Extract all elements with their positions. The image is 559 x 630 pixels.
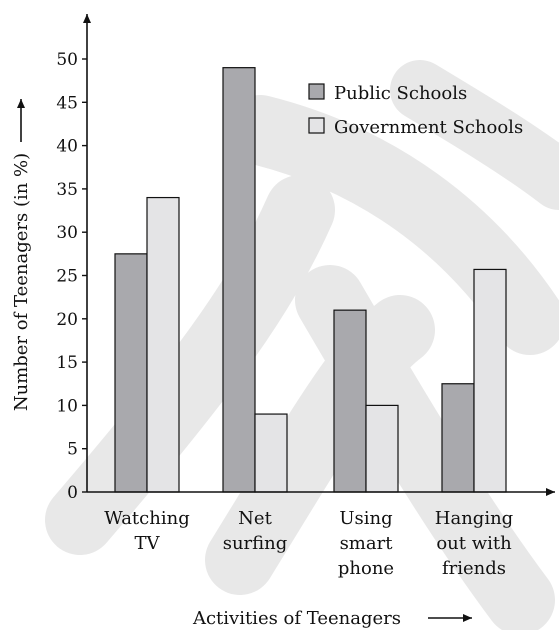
x-category-label-line: Net — [238, 508, 272, 529]
watermark-stroke-5 — [390, 60, 559, 210]
bar-government-0 — [146, 196, 180, 493]
x-category-label-line: phone — [338, 558, 394, 579]
bar-public-3 — [441, 383, 475, 493]
y-tick-label: 30 — [56, 223, 78, 243]
bar-government-3 — [473, 268, 507, 493]
x-category-label-line: TV — [134, 533, 160, 554]
bar-public-1 — [222, 67, 256, 493]
bar-government-2 — [365, 404, 399, 493]
bars-group — [114, 67, 507, 493]
x-category-label: Hanging out with friends — [435, 508, 513, 579]
bar-public-0 — [114, 253, 148, 493]
legend: Public Schools Government Schools — [308, 83, 523, 138]
x-category-label: Net surfing — [223, 508, 288, 554]
y-tick-label: 45 — [56, 93, 78, 113]
y-tick-label: 15 — [56, 353, 78, 373]
y-ticks-group: 0 5 10 15 20 25 30 35 40 45 50 — [56, 50, 87, 503]
legend-label-public: Public Schools — [334, 83, 467, 104]
x-category-label-line: Hanging — [435, 508, 513, 529]
x-category-label-line: Watching — [104, 508, 189, 529]
y-tick-label: 10 — [56, 396, 78, 416]
x-category-label: Using smart phone — [338, 508, 394, 579]
y-axis-title-group: Number of Teenagers (in %) — [11, 99, 32, 411]
x-category-label-line: smart — [340, 533, 394, 554]
legend-swatch-government — [308, 117, 325, 134]
y-tick-label: 40 — [56, 137, 78, 157]
x-category-label: Watching TV — [104, 508, 189, 554]
y-tick-label: 0 — [67, 483, 78, 503]
y-tick-label: 20 — [56, 310, 78, 330]
x-category-label-line: surfing — [223, 533, 288, 554]
bar-government-1 — [254, 413, 288, 493]
y-tick-label: 5 — [67, 440, 78, 460]
x-axis-title: Activities of Teenagers — [192, 608, 401, 629]
bar-public-2 — [333, 309, 367, 493]
x-category-labels: Watching TV Net surfing Using smart phone Hangi… — [104, 508, 513, 579]
legend-swatch-public — [308, 83, 325, 100]
y-tick-label: 25 — [56, 267, 78, 287]
y-tick-label: 50 — [56, 50, 78, 70]
x-category-label-line: friends — [442, 558, 506, 579]
x-category-label-line: Using — [339, 508, 392, 529]
y-axis-title: Number of Teenagers (in %) — [11, 153, 32, 411]
legend-label-government: Government Schools — [334, 117, 523, 138]
y-tick-label: 35 — [56, 180, 78, 200]
x-category-label-line: out with — [436, 533, 512, 554]
